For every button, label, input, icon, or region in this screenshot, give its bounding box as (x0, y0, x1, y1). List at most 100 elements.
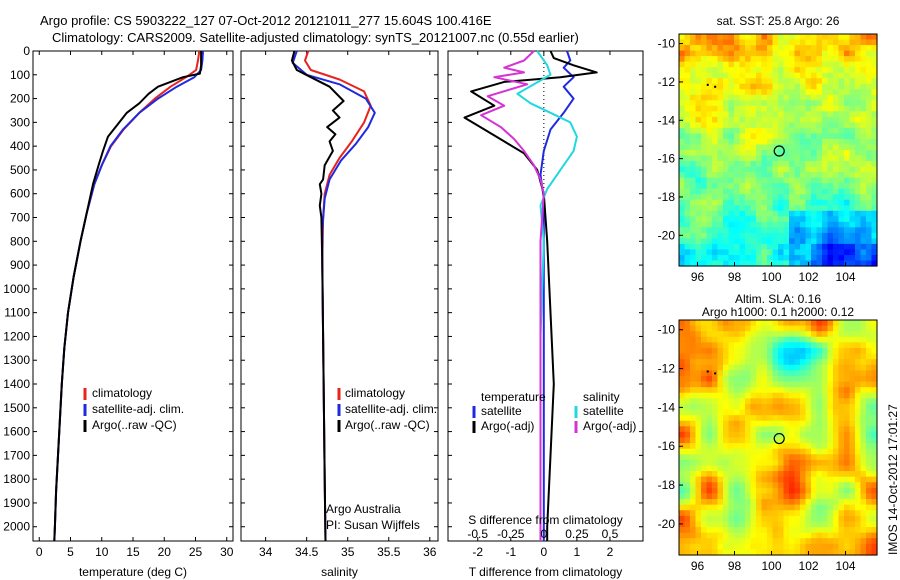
sla_map-cell (761, 465, 768, 472)
sla_map-cell (816, 471, 823, 478)
sla_map-cell (833, 336, 840, 343)
sla_map-cell (684, 325, 691, 332)
sst_map-cell (827, 50, 834, 57)
sla_map-cell (756, 504, 763, 511)
sla_map-cell (822, 320, 829, 327)
sst_map-cell (838, 116, 845, 123)
sla_map-cell (789, 437, 796, 444)
sst_map-cell (723, 138, 730, 146)
sst_map-cell (701, 227, 708, 234)
sst_map-cell (695, 138, 702, 146)
sst_map-cell (767, 243, 774, 251)
sla_map-cell (767, 387, 774, 394)
temperature-xtick-label: 10 (95, 545, 109, 559)
sla_map-cell (827, 487, 834, 495)
sla_map-cell (734, 426, 741, 433)
sla_map-cell (690, 465, 697, 472)
sla_map-cell (750, 487, 757, 495)
sla_map-cell (827, 353, 834, 360)
sst_map-cell (778, 100, 785, 107)
sst_map-cell (794, 227, 801, 234)
sst_map-cell (811, 144, 818, 151)
sst_map-cell (690, 144, 697, 151)
sst_map-cell (794, 133, 801, 140)
sst_map-cell (684, 61, 691, 68)
sst_map-cell (833, 105, 840, 112)
sla_map-cell (822, 353, 829, 360)
sla_map-cell (871, 426, 878, 433)
sst_map-cell (684, 133, 691, 140)
sla_map-cell (778, 471, 785, 478)
sst_map-cell (767, 161, 774, 168)
sla_map-cell (800, 387, 807, 394)
sla_map-cell (800, 448, 807, 455)
sst_map-cell (860, 45, 867, 52)
sla_map-cell (783, 504, 790, 511)
sla_map-cell (833, 420, 840, 427)
sla_map-cell (701, 370, 708, 377)
sst_map-cell (827, 133, 834, 140)
sst_map-cell (734, 210, 741, 217)
sla_map-cell (833, 459, 840, 467)
sla_map-cell (717, 465, 724, 472)
sla_map-cell (871, 370, 878, 377)
sst_map-cell (855, 78, 862, 85)
sst_map-cell (855, 100, 862, 107)
sst_map-cell (871, 221, 878, 228)
sla_map-cell (767, 527, 774, 534)
sst_map-cell (679, 39, 686, 46)
sla_map-cell (739, 532, 746, 539)
sst_map-cell (816, 161, 823, 168)
sla_map-cell (860, 342, 867, 349)
sla_map-cell (800, 499, 807, 506)
sla_map-cell (778, 420, 785, 427)
sla_map-cell (750, 359, 757, 366)
sla_map-cell (767, 459, 774, 467)
sst_map-cell (866, 122, 873, 129)
sst_map-cell (816, 127, 823, 135)
sst_map-cell (679, 122, 686, 129)
sst_map-cell (778, 67, 785, 74)
sla_map-cell (701, 387, 708, 394)
sst_map-cell (822, 166, 829, 173)
sst_map-cell (695, 249, 702, 256)
sla_map-cell (860, 387, 867, 394)
sst_map-cell (783, 243, 790, 251)
sla_map-cell (695, 375, 702, 383)
sla_map-cell (811, 325, 818, 332)
sla_map-cell (833, 482, 840, 489)
sst_map-cell (706, 227, 713, 234)
sla_map-cell (794, 347, 801, 355)
sst_map-cell (756, 122, 763, 129)
sla_map-cell (756, 403, 763, 411)
sst_map-cell (701, 210, 708, 217)
sst_map-island-marker (706, 83, 709, 86)
sla_map-cell (679, 415, 686, 422)
sla_map-cell (816, 510, 823, 517)
sst_map-cell (761, 254, 768, 262)
sla_map-cell (855, 364, 862, 371)
sla_map-cell (783, 437, 790, 444)
sla_map-cell (717, 549, 724, 556)
sla_map-cell (734, 437, 741, 444)
sla_map-cell (800, 420, 807, 427)
sst_map-cell (794, 150, 801, 157)
sst_map-cell (761, 144, 768, 151)
temperature-ytick-label: 800 (10, 234, 30, 248)
sst_map-cell (827, 155, 834, 162)
sla_map-cell (745, 476, 752, 483)
sla_map-cell (739, 448, 746, 455)
sst_map-cell (679, 89, 686, 96)
sla_map-cell (706, 364, 713, 371)
sla_map-cell (811, 431, 818, 439)
sla_map-cell (871, 510, 878, 517)
sst_map-cell (684, 221, 691, 228)
sla_map-cell (739, 454, 746, 461)
sst_map-cell (717, 138, 724, 146)
sla_map-cell (866, 353, 873, 360)
sla_map-cell (855, 532, 862, 539)
sla_map-cell (871, 459, 878, 467)
sla_map-cell (690, 538, 697, 545)
sla_map-cell (827, 532, 834, 539)
sla_map-cell (844, 504, 851, 511)
